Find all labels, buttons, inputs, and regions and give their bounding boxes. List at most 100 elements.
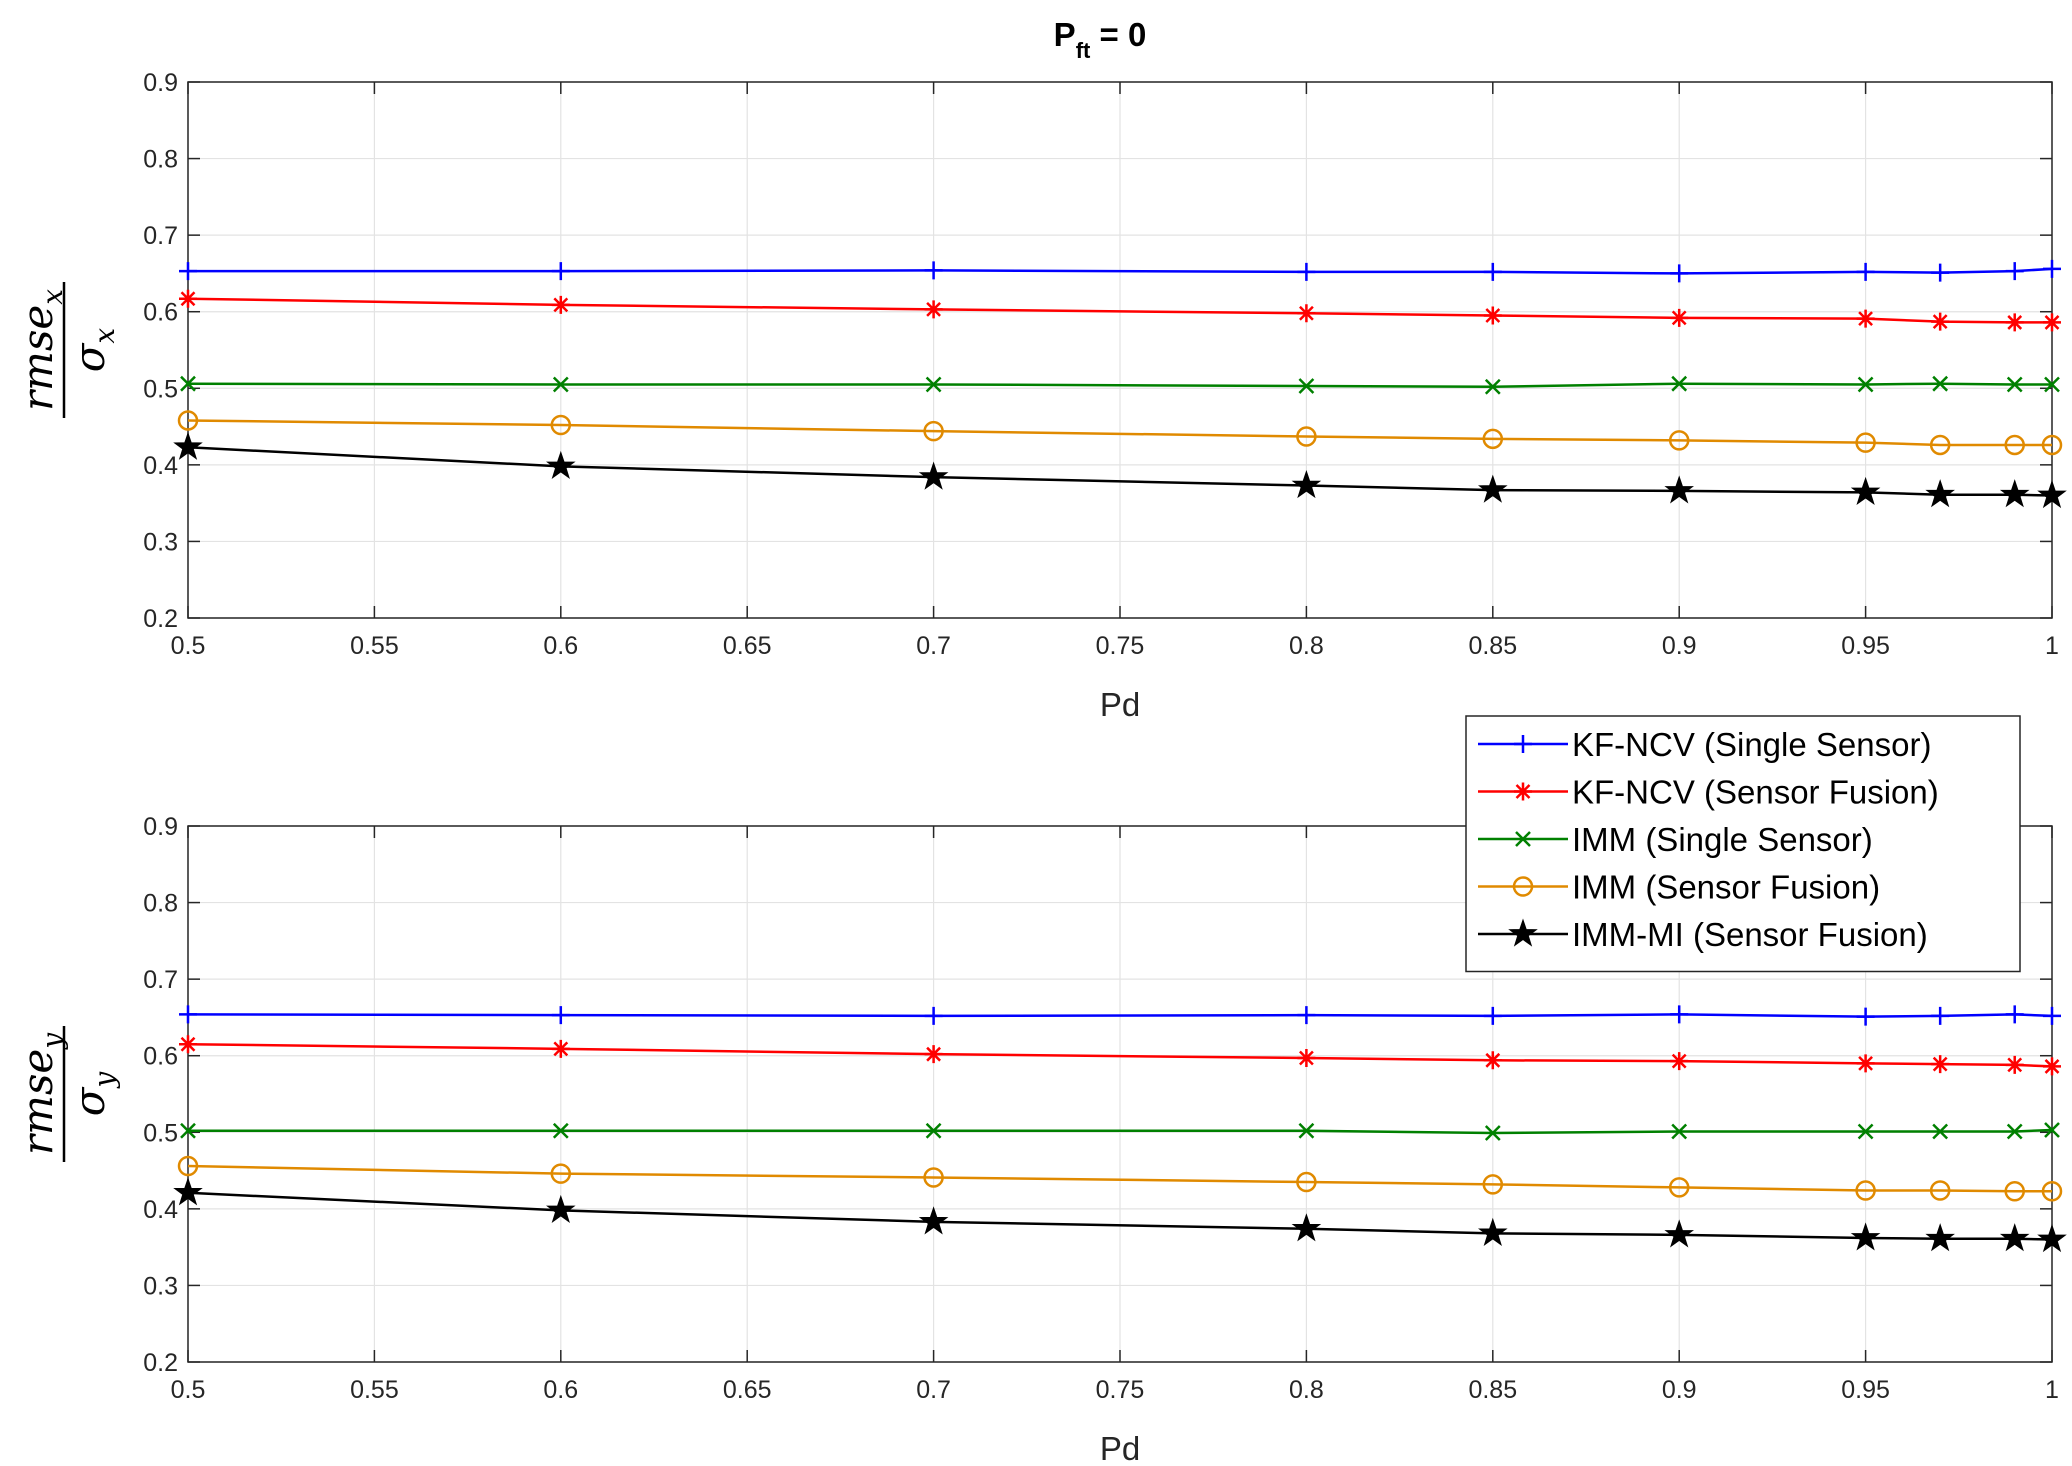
figure-title: Pft = 0 — [1054, 16, 1147, 63]
data-point — [551, 1006, 570, 1025]
series-4 — [173, 1177, 2067, 1253]
x-tick-label: 0.75 — [1096, 1376, 1145, 1404]
data-point — [1478, 1217, 1508, 1246]
data-point — [1483, 1051, 1502, 1070]
x-tick-label: 0.9 — [1662, 1376, 1697, 1404]
legend-marker — [1515, 831, 1531, 847]
y-tick-label: 0.5 — [143, 1119, 178, 1147]
y-label-numerator-subscript: x — [36, 289, 69, 305]
data-point — [1291, 1213, 1322, 1242]
data-point — [552, 1122, 569, 1139]
data-point — [1668, 430, 1690, 451]
y-label-denominator: σx — [65, 328, 121, 373]
data-point — [1925, 479, 1955, 508]
data-point — [1856, 262, 1875, 281]
y-label-numerator-text: rmse — [13, 305, 62, 411]
y-label-numerator: rmsey — [13, 1032, 69, 1155]
data-point — [1855, 1180, 1876, 1201]
data-point — [2037, 1223, 2067, 1253]
legend-entry: KF-NCV (Sensor Fusion) — [1572, 774, 1939, 811]
data-point — [1929, 434, 1951, 456]
data-point — [551, 295, 570, 314]
data-point — [177, 1155, 199, 1177]
data-point — [1670, 308, 1689, 327]
y-label-denominator-text: σ — [65, 342, 114, 372]
series-0 — [179, 1005, 2061, 1026]
data-point — [2006, 1123, 2023, 1140]
data-point — [2043, 1057, 2061, 1076]
data-point — [924, 1006, 943, 1025]
y-label-denominator-text: σ — [65, 1086, 114, 1116]
y-tick-label: 0.6 — [143, 299, 178, 327]
data-point — [2004, 434, 2025, 456]
series-line — [187, 1042, 2053, 1068]
legend-marker — [1514, 735, 1532, 753]
legend-marker — [1514, 782, 1532, 801]
x-tick-label: 0.95 — [1841, 632, 1890, 660]
data-point — [1482, 428, 1504, 450]
y-tick-label: 0.2 — [143, 1349, 178, 1377]
data-point — [1931, 312, 1950, 331]
y-tick-label: 0.9 — [143, 69, 178, 97]
data-point — [1484, 1125, 1501, 1141]
x-tick-label: 0.8 — [1289, 1376, 1324, 1404]
y-tick-label: 0.5 — [143, 375, 178, 403]
title-main: P — [1054, 16, 1076, 53]
data-point — [551, 262, 570, 281]
data-point — [1925, 1223, 1955, 1252]
x-tick-label: 0.85 — [1468, 1376, 1517, 1404]
data-point — [179, 1035, 197, 1054]
series-3 — [177, 410, 2063, 456]
x-tick-label: 0.95 — [1841, 1376, 1890, 1404]
data-point — [1483, 262, 1502, 281]
data-point — [551, 1039, 570, 1058]
data-point — [1664, 1219, 1694, 1248]
y-tick-label: 0.7 — [143, 222, 178, 250]
data-point — [1856, 309, 1875, 328]
data-point — [1999, 479, 2030, 508]
data-point — [552, 376, 569, 393]
legend-entry: IMM-MI (Sensor Fusion) — [1572, 916, 1928, 953]
legend: KF-NCV (Single Sensor) KF-NCV (Sensor Fus… — [1465, 715, 2021, 973]
data-point — [2037, 479, 2067, 509]
data-point — [180, 1122, 196, 1139]
data-point — [1297, 304, 1316, 323]
x-tick-label: 0.6 — [543, 632, 578, 660]
top-axes: 0.5 0.55 0.6 0.65 0.7 0.75 0.8 0.85 0.9 0.95 10.20… — [13, 69, 2067, 723]
title-rest: = 0 — [1090, 16, 1146, 53]
x-tick-label: 1 — [2045, 632, 2059, 660]
x-tick-label: 0.55 — [350, 632, 399, 660]
x-tick-label: 0.5 — [171, 632, 206, 660]
data-point — [1850, 476, 1881, 506]
y-label-numerator-text: rmse — [13, 1049, 62, 1155]
y-tick-label: 0.3 — [143, 1272, 178, 1300]
y-tick-label: 0.6 — [143, 1043, 178, 1071]
data-point — [1931, 263, 1950, 282]
x-tick-label: 0.85 — [1468, 632, 1517, 660]
data-point — [1856, 1054, 1875, 1073]
data-point — [550, 414, 572, 436]
series-line — [187, 1191, 2053, 1241]
y-label-denominator-subscript: x — [88, 328, 121, 344]
y-tick-label: 0.3 — [143, 528, 178, 556]
data-point — [2005, 262, 2024, 281]
data-point — [923, 1167, 944, 1188]
series-1 — [179, 289, 2061, 332]
series-2 — [180, 375, 2060, 395]
series-4 — [173, 431, 2067, 509]
series-2 — [180, 1122, 2060, 1141]
data-point — [2041, 1180, 2063, 1202]
data-point — [2044, 376, 2060, 393]
data-point — [173, 431, 203, 460]
x-tick-label: 0.7 — [916, 1376, 951, 1404]
data-point — [2005, 313, 2024, 332]
x-axis-label: Pd — [1100, 1430, 1140, 1466]
y-tick-label: 0.2 — [143, 605, 178, 633]
data-point — [1929, 1180, 1951, 1201]
data-point — [2043, 313, 2061, 332]
series-0 — [179, 259, 2061, 283]
x-tick-label: 0.65 — [723, 632, 772, 660]
